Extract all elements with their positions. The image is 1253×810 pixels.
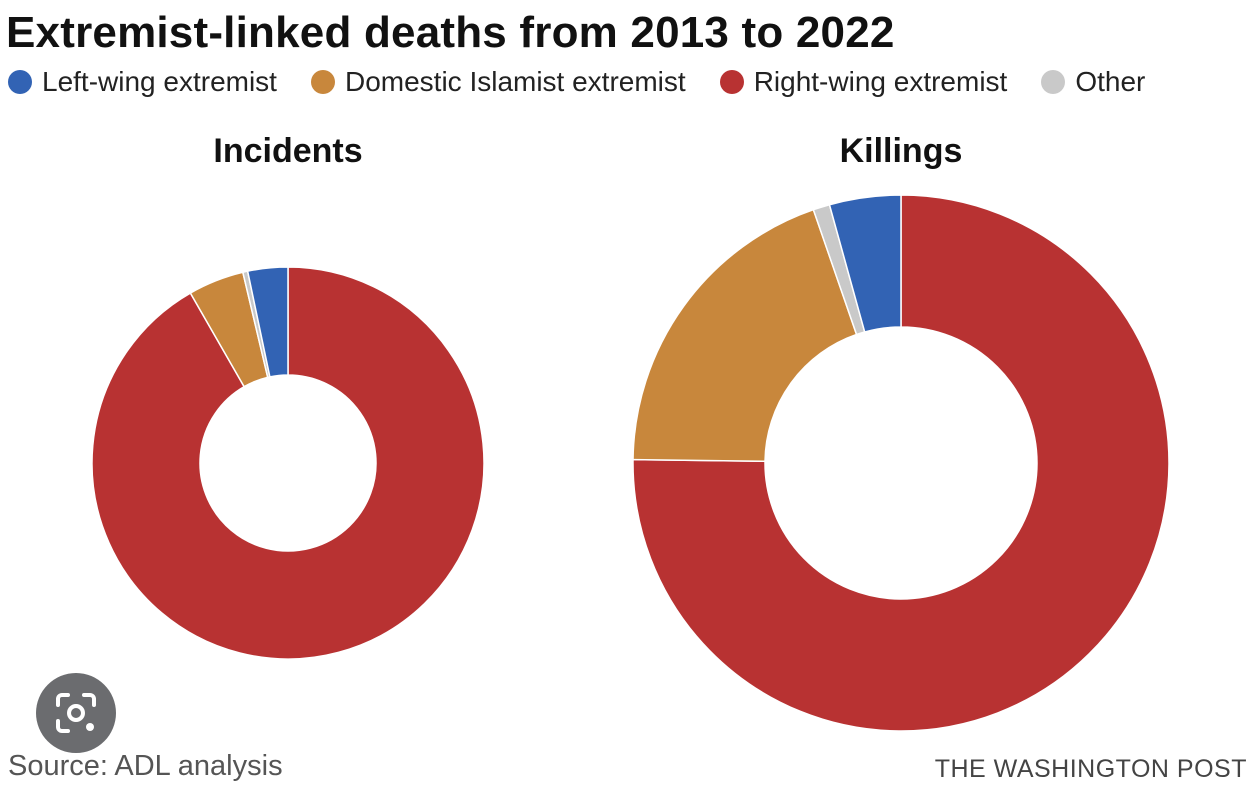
source-note: Source: ADL analysis xyxy=(8,750,283,782)
publisher-credit: THE WASHINGTON POST xyxy=(934,755,1247,783)
chart-title: Extremist-linked deaths from 2013 to 202… xyxy=(6,8,895,57)
legend-item-other: Other xyxy=(1041,66,1145,98)
incidents-donut xyxy=(91,266,485,660)
legend-label-domestic-islamist: Domestic Islamist extremist xyxy=(344,66,686,97)
legend-swatch-domestic-islamist xyxy=(310,70,335,94)
legend-item-right-wing: Right-wing extremist xyxy=(719,66,1008,98)
legend-item-domestic-islamist: Domestic Islamist extremist xyxy=(310,66,686,98)
lens-camera-button[interactable] xyxy=(36,673,116,753)
legend-swatch-right-wing xyxy=(719,70,744,94)
legend-label-other: Other xyxy=(1075,66,1146,97)
legend-swatch-left-wing xyxy=(8,70,32,94)
legend-swatch-other xyxy=(1041,70,1066,94)
legend-label-right-wing: Right-wing extremist xyxy=(753,66,1008,97)
incidents-chart-title: Incidents xyxy=(213,132,362,170)
killings-slice-left-wing-extremist xyxy=(828,194,902,333)
killings-slice-right-wing-extremist xyxy=(632,194,1170,732)
legend-label-left-wing: Left-wing extremist xyxy=(42,66,277,97)
killings-slice-domestic-islamist-extremist xyxy=(632,208,858,463)
legend-item-left-wing: Left-wing extremist xyxy=(8,66,277,98)
legend: Left-wing extremist Domestic Islamist ex… xyxy=(8,66,1179,98)
lens-camera-icon xyxy=(56,693,96,733)
incidents-slice-right-wing-extremist xyxy=(91,266,485,660)
killings-donut xyxy=(632,194,1170,732)
killings-chart-title: Killings xyxy=(840,132,963,170)
incidents-slice-left-wing-extremist xyxy=(246,266,289,378)
